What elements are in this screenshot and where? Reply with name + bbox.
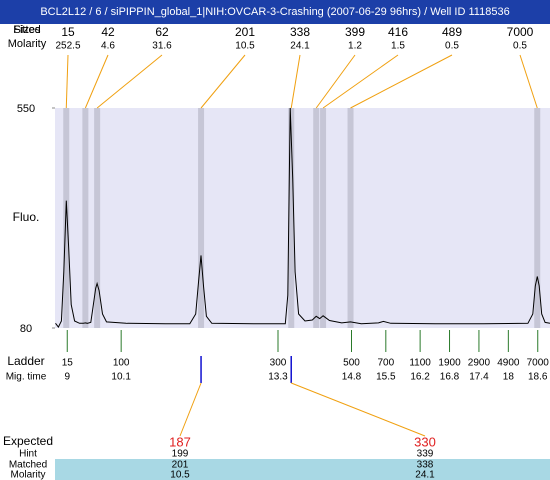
y-tick-label: 550 [17, 103, 35, 115]
ladder-time: 13.3 [268, 372, 288, 383]
expected-value: 330 [414, 434, 436, 449]
peak-molarity: 10.5 [235, 41, 255, 52]
ladder-size: 1900 [438, 358, 461, 369]
matched-label: Matched [9, 460, 47, 471]
ladder-time: 10.1 [111, 372, 131, 383]
peak-connector [96, 54, 163, 109]
expected-label: Expected [3, 434, 53, 448]
peak-molarity: 0.5 [445, 41, 459, 52]
peak-size: 489 [442, 25, 462, 39]
peak-molarity: 1.2 [348, 41, 362, 52]
ladder-size: 100 [113, 358, 130, 369]
ladder-size: 1100 [409, 358, 431, 369]
peak-connector [65, 54, 69, 109]
ladder-time: 9 [64, 372, 70, 383]
ladder-size: 500 [343, 358, 360, 369]
peak-molarity: 0.5 [513, 41, 527, 52]
sizes-label: Sizes [14, 24, 41, 36]
y-tick-label: 80 [20, 323, 32, 335]
title: BCL2L12 / 6 / siPIPPIN_global_1|NIH:OVCA… [40, 6, 509, 18]
peak-band [82, 108, 89, 328]
peak-connector [519, 54, 538, 109]
plot-area [55, 108, 550, 328]
molarity-value: 24.1 [415, 470, 435, 480]
peak-molarity: 252.5 [55, 41, 80, 52]
peak-molarity: 4.6 [101, 41, 115, 52]
peak-band [94, 108, 101, 328]
peak-size: 201 [235, 25, 255, 39]
ladder-time: 15.5 [376, 372, 396, 383]
peak-size: 338 [290, 25, 310, 39]
peak-size: 416 [388, 25, 408, 39]
hint-value: 339 [417, 449, 434, 460]
peak-band [534, 108, 541, 328]
ladder-label: Ladder [7, 354, 44, 368]
hint-label: Hint [19, 449, 37, 460]
matched-value: 338 [417, 460, 434, 471]
peak-connector [350, 54, 453, 109]
peak-size: 62 [155, 25, 169, 39]
ladder-time: 14.8 [342, 372, 362, 383]
ladder-size: 2900 [468, 358, 491, 369]
ladder-time: 16.2 [410, 372, 430, 383]
peak-band [320, 108, 327, 328]
ladder-size: 300 [270, 358, 287, 369]
molarity-value: 10.5 [170, 470, 190, 480]
matched-row-bg [55, 459, 550, 480]
hint-value: 199 [172, 449, 189, 460]
peak-size: 15 [61, 25, 75, 39]
peak-size: 7000 [507, 25, 534, 39]
trace [55, 107, 550, 329]
ladder-size: 700 [377, 358, 394, 369]
ladder-time: 18.6 [528, 372, 548, 383]
ladder-size: 7000 [527, 358, 550, 369]
peak-band [198, 108, 205, 328]
peak-molarity: 31.6 [152, 41, 172, 52]
peak-band [313, 108, 320, 328]
molarity-label: Molarity [8, 38, 47, 50]
peak-connector [315, 54, 356, 109]
ladder-size: 15 [62, 358, 74, 369]
matched-value: 201 [172, 460, 189, 471]
ladder-time: 18 [503, 372, 515, 383]
peak-band [288, 108, 295, 328]
mig-time-label: Mig. time [6, 372, 47, 383]
peak-band [347, 108, 354, 328]
peak-connector [84, 54, 109, 109]
expected-value: 187 [169, 434, 191, 449]
y-axis-label: Fluo. [13, 210, 40, 224]
peak-connector [200, 54, 246, 109]
ladder-time: 16.8 [440, 372, 460, 383]
peak-size: 399 [345, 25, 365, 39]
fitted-label: Fitted [13, 24, 41, 36]
ladder-size: 4900 [497, 358, 520, 369]
peak-connector [322, 54, 399, 109]
expected-connector [291, 382, 426, 437]
peak-connector [290, 54, 301, 109]
peak-size: 42 [101, 25, 115, 39]
peak-molarity: 1.5 [391, 41, 405, 52]
expected-connector [179, 382, 202, 437]
title-bar [0, 0, 550, 24]
expected-molarity-label: Molarity [10, 470, 45, 480]
ladder-time: 17.4 [469, 372, 489, 383]
peak-molarity: 24.1 [290, 41, 310, 52]
peak-band [63, 108, 70, 328]
